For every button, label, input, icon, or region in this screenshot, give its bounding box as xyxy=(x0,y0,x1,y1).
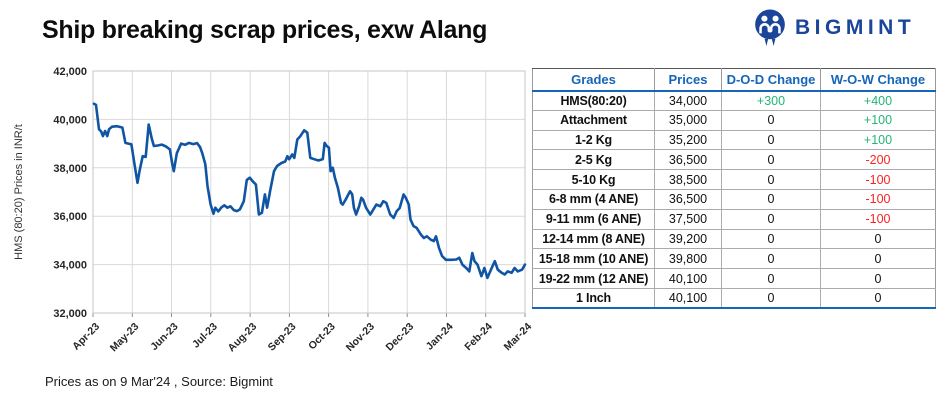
price-cell: 38,500 xyxy=(654,169,722,190)
wow-change-cell: -100 xyxy=(820,189,936,210)
dod-change-cell: 0 xyxy=(721,130,821,151)
grade-cell: 12-14 mm (8 ANE) xyxy=(532,229,655,250)
wow-change-cell: +100 xyxy=(820,130,936,151)
y-axis-tick-label: 40,000 xyxy=(53,114,87,126)
price-cell: 39,200 xyxy=(654,229,722,250)
brand-logo: BIGMINT xyxy=(752,7,915,49)
wow-change-cell: 0 xyxy=(820,248,936,270)
header-grades: Grades xyxy=(532,68,655,92)
dod-change-cell: 0 xyxy=(721,248,821,270)
grade-cell: Attachment xyxy=(532,110,655,131)
prices-table-body: HMS(80:20) 34,000 +300 +400 Attachment 35,000… xyxy=(532,90,936,309)
grade-cell: 6-8 mm (4 ANE) xyxy=(532,189,655,210)
price-cell: 35,200 xyxy=(654,130,722,151)
x-axis-tick-label: Oct-23 xyxy=(306,321,338,353)
y-axis-title: HMS (80:20) Prices in INR/t xyxy=(13,124,25,260)
wow-change-cell: +100 xyxy=(820,110,936,131)
price-chart-svg: 32,000 34,000 36,000 38,000 40,000 42,000 Apr-… xyxy=(13,66,535,355)
prices-table-container: Grades Prices D-O-D Change W-O-W Change … xyxy=(532,68,936,310)
x-axis-tick-label: Jan-24 xyxy=(424,321,456,353)
grade-cell: HMS(80:20) xyxy=(532,90,655,111)
wow-change-cell: -200 xyxy=(820,149,936,171)
wow-change-cell: 0 xyxy=(820,268,936,289)
header-dod-change: D-O-D Change xyxy=(721,68,821,92)
price-chart: 32,000 34,000 36,000 38,000 40,000 42,000 Apr-… xyxy=(6,58,536,370)
table-row: 19-22 mm (12 ANE) 40,100 0 0 xyxy=(532,268,936,289)
grade-cell: 2-5 Kg xyxy=(532,149,655,171)
dod-change-cell: 0 xyxy=(721,288,821,309)
price-cell: 36,500 xyxy=(654,189,722,210)
table-row: 9-11 mm (6 ANE) 37,500 0 -100 xyxy=(532,209,936,230)
header-wow-change: W-O-W Change xyxy=(820,68,936,92)
x-axis-tick-label: Nov-23 xyxy=(344,321,377,354)
footer-note: Prices as on 9 Mar'24 , Source: Bigmint xyxy=(45,374,273,389)
x-axis-tick-label: Jul-23 xyxy=(190,321,220,351)
price-cell: 40,100 xyxy=(654,268,722,289)
grade-cell: 1 Inch xyxy=(576,291,611,306)
table-row: 6-8 mm (4 ANE) 36,500 0 -100 xyxy=(532,189,936,210)
price-cell: 36,500 xyxy=(654,149,722,171)
table-row: Attachment 35,000 0 +100 xyxy=(532,110,936,131)
header-prices: Prices xyxy=(654,68,722,92)
price-cell: 39,800 xyxy=(654,248,722,270)
dod-change-cell: +300 xyxy=(721,90,821,111)
table-row: 2-5 Kg 36,500 0 -200 xyxy=(532,149,936,171)
grade-cell: 1-2 Kg xyxy=(532,130,655,151)
price-cell: 34,000 xyxy=(654,90,722,111)
table-header-row: Grades Prices D-O-D Change W-O-W Change xyxy=(532,68,936,92)
y-axis-tick-label: 34,000 xyxy=(53,260,87,272)
wow-change-cell: +400 xyxy=(820,90,936,111)
y-axis-tick-label: 32,000 xyxy=(53,308,87,320)
plot-border xyxy=(92,70,526,314)
x-axis-tick-label: Mar-24 xyxy=(502,321,535,354)
price-line xyxy=(92,102,527,280)
x-axis-tick-label: Apr-23 xyxy=(70,321,102,353)
table-row: 1-2 Kg 35,200 0 +100 xyxy=(532,130,936,151)
dod-change-cell: 0 xyxy=(721,268,821,289)
table-row: 12-14 mm (8 ANE) 39,200 0 0 xyxy=(532,229,936,250)
y-axis-tick-label: 36,000 xyxy=(53,211,87,223)
y-axis-tick-label: 42,000 xyxy=(53,66,87,78)
price-cell: 37,500 xyxy=(654,209,722,230)
table-row: HMS(80:20) 34,000 +300 +400 xyxy=(532,90,936,111)
grade-cell: 9-11 mm (6 ANE) xyxy=(532,209,655,230)
brand-name: BIGMINT xyxy=(795,16,916,39)
wow-change-cell: -100 xyxy=(820,209,936,230)
dod-change-cell: 0 xyxy=(721,209,821,230)
wow-change-cell: 0 xyxy=(820,229,936,250)
x-axis-tick-label: Feb-24 xyxy=(462,321,495,354)
wow-change-cell: -100 xyxy=(820,169,936,190)
x-axis-tick-label: May-23 xyxy=(108,321,142,355)
dod-change-cell: 0 xyxy=(721,189,821,210)
grade-cell: 15-18 mm (10 ANE) xyxy=(532,248,655,270)
x-axis-tick-label: Aug-23 xyxy=(226,321,260,355)
y-axis-tick-label: 38,000 xyxy=(53,163,87,175)
table-row: 1 Inch 40,100 0 0 xyxy=(533,288,936,309)
price-cell: 35,000 xyxy=(654,110,722,131)
wow-change-cell: 0 xyxy=(820,288,936,309)
table-row: 5-10 Kg 38,500 0 -100 xyxy=(532,169,936,190)
prices-table: Grades Prices D-O-D Change W-O-W Change … xyxy=(532,68,936,310)
bigmint-logo-icon xyxy=(755,9,785,46)
dod-change-cell: 0 xyxy=(721,110,821,131)
grade-cell: 19-22 mm (12 ANE) xyxy=(532,268,655,289)
x-axis-tick-label: Dec-23 xyxy=(383,321,416,354)
table-row: 15-18 mm (10 ANE) 39,800 0 0 xyxy=(532,248,936,270)
grade-cell: 5-10 Kg xyxy=(532,169,655,190)
price-cell: 40,100 xyxy=(654,288,722,309)
x-axis-tick-label: Sep-23 xyxy=(266,321,299,354)
dod-change-cell: 0 xyxy=(721,169,821,190)
x-axis-tick-label: Jun-23 xyxy=(148,321,181,354)
page-title: Ship breaking scrap prices, exw Alang xyxy=(42,16,488,44)
dod-change-cell: 0 xyxy=(721,149,821,171)
dod-change-cell: 0 xyxy=(721,229,821,250)
